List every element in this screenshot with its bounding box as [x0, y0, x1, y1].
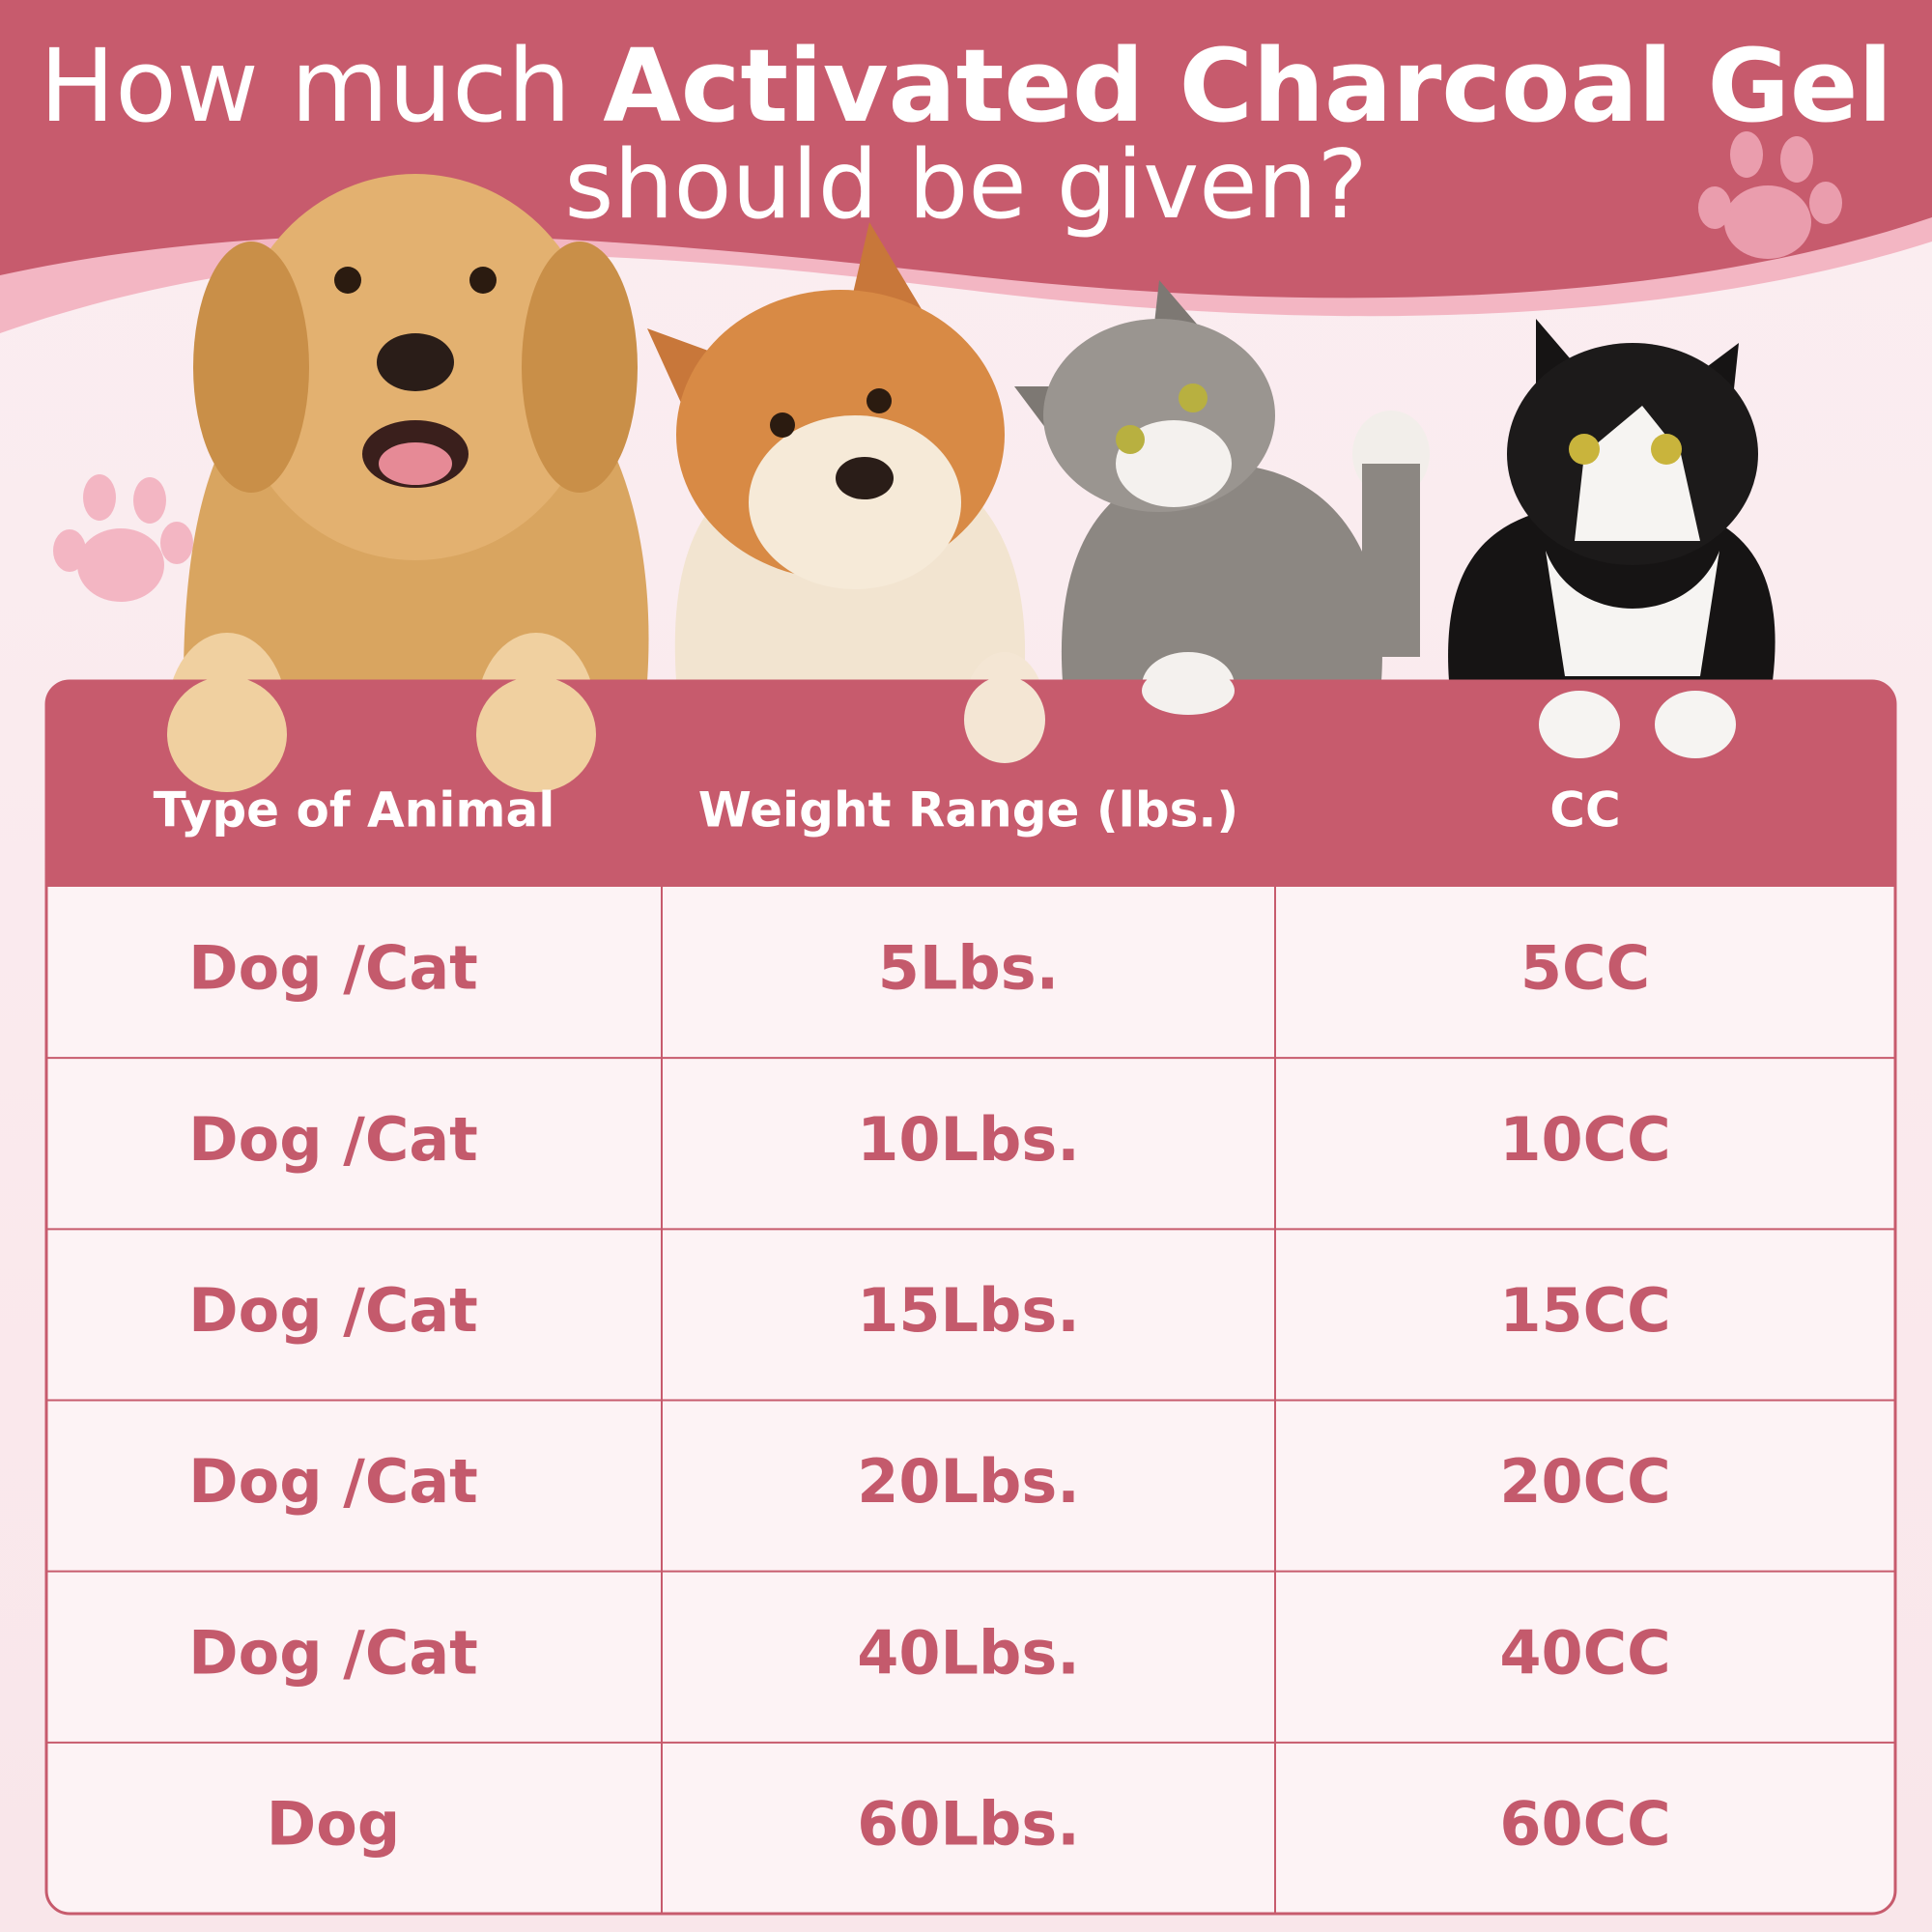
table-cell: 40CC: [1499, 1617, 1670, 1688]
paw-print: [1698, 131, 1842, 259]
shiba-inu: [647, 222, 1045, 768]
column-header: Weight Range (lbs.): [698, 782, 1238, 838]
table-cell: Dog /Cat: [188, 1104, 478, 1175]
table-cell: 15Lbs.: [857, 1275, 1080, 1346]
column-header: CC: [1549, 782, 1620, 838]
title-line-1: How much Activated Charcoal Gel: [40, 27, 1892, 145]
table-cell: Dog /Cat: [188, 933, 478, 1004]
table-cell: 10Lbs.: [857, 1104, 1080, 1175]
table-cell: 20Lbs.: [857, 1446, 1080, 1517]
table-cell: 60CC: [1499, 1789, 1670, 1860]
table-cell: 20CC: [1499, 1446, 1670, 1517]
table-cell: Dog /Cat: [188, 1617, 478, 1688]
title-prefix: How much: [40, 27, 571, 145]
table-cell: 40Lbs.: [857, 1617, 1080, 1688]
table-cell: 5CC: [1520, 933, 1650, 1004]
table-cell: 5Lbs.: [878, 933, 1059, 1004]
grey-cat: [1014, 280, 1430, 720]
paws-overlay: [167, 667, 1736, 792]
table-cell: Dog /Cat: [188, 1446, 478, 1517]
column-header: Type of Animal: [154, 782, 555, 838]
table-cell: Dog /Cat: [188, 1275, 478, 1346]
table-cell: 60Lbs.: [857, 1789, 1080, 1860]
title-line-2: should be given?: [564, 130, 1367, 241]
table-cell: 10CC: [1499, 1104, 1670, 1175]
title-emphasis: Activated Charcoal Gel: [603, 27, 1892, 145]
dosage-table: Type of Animal Weight Range (lbs.) CC Dog /…: [46, 782, 1895, 1914]
table-cell: 15CC: [1499, 1275, 1670, 1346]
table-cell: Dog: [267, 1789, 400, 1860]
paw-print: [53, 474, 193, 602]
